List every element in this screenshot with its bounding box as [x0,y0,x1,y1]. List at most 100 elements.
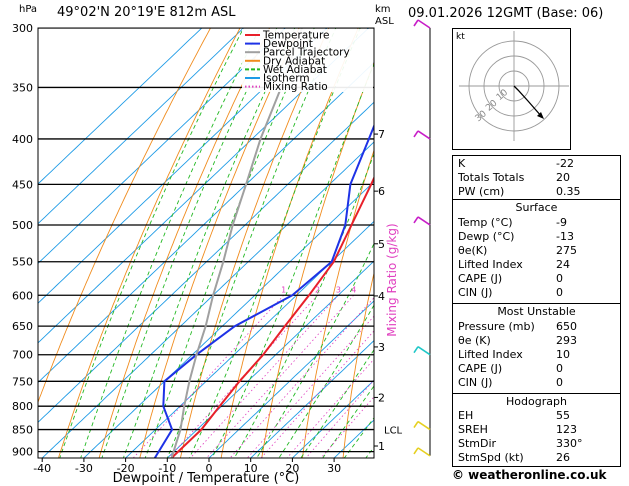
km-tick-label: 3 [378,341,385,354]
surface-title: Surface [515,201,558,214]
k-index-value: -22 [556,157,574,170]
legend-entry: Mixing Ratio [263,81,328,93]
mixing-ratio-value: 4 [351,285,356,294]
plot-frame [37,27,375,459]
wind-barb-flag [413,19,419,27]
dry-adiabat [139,28,300,458]
k-index-label: K [458,157,466,170]
pressure-tick-label: 800 [12,400,33,413]
axes: 300350400450500550600650700750800850900-… [12,22,403,475]
pressure-tick-label: 700 [12,349,33,362]
dry-adiabat [38,28,211,404]
mu-cin-value: 0 [556,376,563,389]
most-unstable-panel: Most Unstable Pressure (mb) 650 θe (K) 293… [452,303,621,395]
pw-label: PW (cm) [458,185,505,198]
pressure-tick-label: 650 [12,320,33,333]
totals-label: Totals Totals [458,171,525,184]
legend-entry: Wet Adiabat [263,64,327,76]
most-unstable-title: Most Unstable [497,305,576,318]
wind-barb-flag [413,447,419,455]
eh-label: EH [458,409,474,422]
pressure-tick-label: 550 [12,256,33,269]
pw-value: 0.35 [556,185,581,198]
hodograph-trace [513,85,543,118]
surface-cin-label: CIN (J) [458,286,493,299]
x-tick-label: 30 [327,462,341,475]
wet-adiabat [322,385,374,458]
pressure-tick-label: 600 [12,289,33,302]
mu-thetae-label: θe (K) [458,334,491,347]
temperature-profile [170,175,374,458]
hodograph-table-panel: Hodograph EH 55 SREH 123 StmDir 330° StmSpd… [452,393,621,467]
km-tick-label: 5 [378,238,385,251]
legend-entry: Dewpoint [263,38,313,50]
mixing-ratio-value: 2 [315,285,320,294]
stmspd-value: 26 [556,451,570,464]
mixing-ratio-line [229,297,374,458]
mixing-ratio-line [286,358,374,458]
mu-li-value: 10 [556,348,570,361]
legend-background [242,29,373,92]
dewpoint-profile [153,123,374,458]
dry-adiabat [179,28,330,458]
wet-adiabat [59,28,244,458]
x-tick-label: 0 [206,462,213,475]
x-tick-label: -40 [33,462,51,475]
pressure-tick-label: 750 [12,375,33,388]
sreh-value: 123 [556,423,577,436]
mixing-ratio-line [190,295,339,458]
isotherm [38,28,369,344]
isotherm [38,101,374,423]
wind-barb [417,19,431,29]
wind-barb-flag [413,346,419,354]
mu-li-label: Lifted Index [458,348,523,361]
eh-value: 55 [556,409,570,422]
mu-thetae-value: 293 [556,334,577,347]
x-tick-label: -20 [117,462,135,475]
surface-panel: Surface Temp (°C) -9 Dewp (°C) -13 θe(K) 27… [452,199,621,305]
location-title: 49°02'N 20°19'E 812m ASL [57,5,236,20]
wet-adiabat [278,304,374,458]
legend-entry: Temperature [262,30,330,42]
pressure-tick-label: 400 [12,133,33,146]
surface-cin-value: 0 [556,286,563,299]
surface-thetae-label: θe(K) [458,244,488,257]
mixing-ratio-value: 1 [281,285,286,294]
x-tick-label: 10 [244,462,258,475]
mu-pressure-label: Pressure (mb) [458,320,535,333]
mu-cin-label: CIN (J) [458,376,493,389]
isotherm [418,28,453,458]
isotherm [38,61,374,384]
mu-pressure-value: 650 [556,320,577,333]
mixing-ratio-line [206,295,354,458]
wet-adiabat [144,28,315,458]
wet-adiabat [300,348,374,458]
surface-temp-label: Temp (°C) [458,216,513,229]
plot-labels: 1 2 3 4 [281,285,356,294]
indices-panel: K -22 Totals Totals 20 PW (cm) 0.35 [452,155,621,201]
copyright[interactable]: © weatheronline.co.uk [452,468,607,482]
wet-adiabat [343,417,374,458]
surface-thetae-value: 275 [556,244,577,257]
dry-adiabat [98,28,271,458]
wind-barb [417,447,431,457]
datetime-title: 09.01.2026 12GMT (Base: 06) [408,6,604,21]
surface-temp-value: -9 [556,216,567,229]
mixing-ratio-value: 3 [336,285,341,294]
surface-li-label: Lifted Index [458,258,523,271]
wind-barb-flag [413,421,419,429]
hodograph-arrow [537,112,544,119]
km-tick-label: 1 [378,440,385,453]
isotherm [83,181,374,458]
wet-adiabat [211,62,374,458]
km-tick-label: 6 [378,185,385,198]
surface-cape-label: CAPE (J) [458,272,503,285]
mixing-ratio-line [247,315,374,458]
wind-barb-flag [413,130,419,138]
mixing-ratio-axis-label: Mixing Ratio (g/kg) [385,223,399,336]
wind-barbs [413,19,431,457]
stmdir-value: 330° [556,437,583,450]
isotherm [38,28,244,225]
